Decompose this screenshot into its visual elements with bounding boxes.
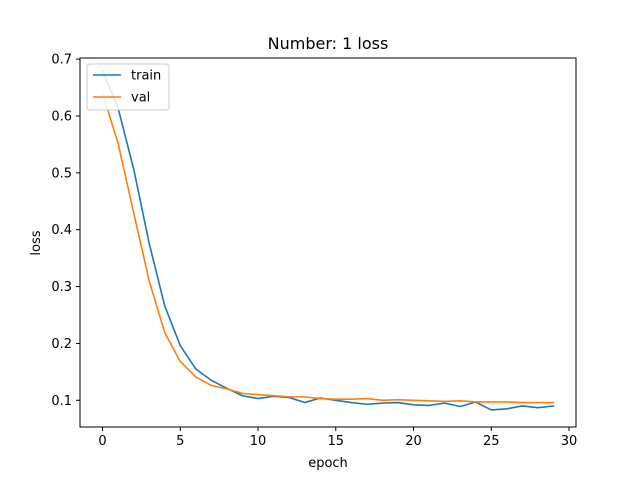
plot-frame (79, 57, 577, 428)
x-tick-label: 10 (250, 434, 267, 449)
legend-label-train: train (131, 69, 161, 84)
chart-title: Number: 1 loss (268, 34, 389, 53)
y-tick-label: 0.3 (51, 280, 72, 295)
x-tick-label: 20 (405, 434, 422, 449)
y-tick-label: 0.1 (51, 394, 72, 409)
y-tick-label: 0.4 (51, 223, 72, 238)
x-tick-label: 30 (561, 434, 578, 449)
x-tick-label: 25 (483, 434, 500, 449)
y-tick-label: 0.5 (51, 166, 72, 181)
y-axis-label: loss (29, 230, 44, 255)
y-tick-label: 0.2 (51, 337, 72, 352)
legend-label-val: val (131, 91, 150, 106)
x-tick-label: 0 (98, 434, 106, 449)
x-axis-label: epoch (308, 456, 348, 471)
x-tick-label: 5 (176, 434, 184, 449)
legend: train val (86, 63, 170, 111)
x-tick-label: 15 (328, 434, 345, 449)
y-tick-label: 0.7 (51, 53, 72, 68)
series-line-val (101, 92, 555, 404)
axis-ticks: 0 5 10 15 20 25 30 0.1 0.2 0.3 0.4 0.5 0.6 0.7 (51, 53, 577, 449)
plot-area (101, 69, 555, 411)
y-tick-label: 0.6 (51, 109, 72, 124)
